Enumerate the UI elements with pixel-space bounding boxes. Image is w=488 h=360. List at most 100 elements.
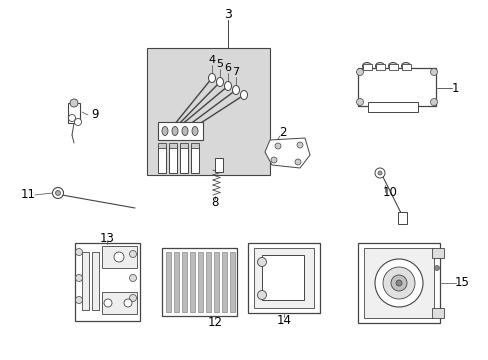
Bar (68, 103, 80, 123)
Circle shape (104, 299, 112, 307)
Bar (253, 248, 313, 308)
Text: 3: 3 (224, 9, 231, 22)
Ellipse shape (208, 73, 215, 82)
Circle shape (257, 291, 266, 300)
Bar (165, 252, 171, 312)
Bar (82, 252, 89, 310)
Text: 4: 4 (208, 55, 215, 65)
Circle shape (395, 280, 401, 286)
Bar (75, 243, 140, 321)
Circle shape (75, 248, 82, 256)
Ellipse shape (216, 77, 223, 86)
Bar (397, 212, 406, 224)
Ellipse shape (224, 81, 231, 90)
Circle shape (75, 297, 82, 303)
Bar (162, 248, 237, 316)
Ellipse shape (387, 63, 397, 69)
Circle shape (294, 159, 301, 165)
Text: 12: 12 (207, 315, 222, 328)
Bar (431, 308, 443, 318)
Circle shape (377, 171, 381, 175)
Bar (375, 64, 384, 70)
Bar (367, 102, 417, 112)
Bar (247, 243, 319, 313)
Circle shape (52, 188, 63, 198)
Bar (174, 252, 179, 312)
Text: 15: 15 (454, 276, 468, 289)
Text: 9: 9 (91, 108, 99, 122)
Circle shape (74, 118, 81, 126)
Bar (431, 248, 443, 258)
Circle shape (55, 190, 61, 195)
Bar (102, 292, 137, 314)
Circle shape (70, 99, 78, 107)
Circle shape (129, 251, 136, 257)
Ellipse shape (375, 63, 384, 69)
Polygon shape (147, 48, 269, 175)
Text: 11: 11 (20, 189, 36, 202)
Text: 6: 6 (224, 63, 231, 73)
Bar (180, 145, 187, 173)
Circle shape (374, 259, 422, 307)
Circle shape (257, 257, 266, 266)
Circle shape (129, 294, 136, 302)
Bar (169, 145, 177, 173)
Polygon shape (264, 138, 309, 168)
Bar (222, 252, 226, 312)
Bar (191, 145, 199, 173)
Ellipse shape (172, 126, 178, 135)
Circle shape (434, 266, 439, 270)
Circle shape (129, 274, 136, 282)
Bar (92, 252, 99, 310)
Circle shape (429, 68, 437, 76)
Text: 8: 8 (211, 195, 218, 208)
Circle shape (270, 157, 276, 163)
Ellipse shape (162, 126, 168, 135)
Bar (362, 64, 371, 70)
Circle shape (429, 99, 437, 105)
Bar (169, 143, 177, 148)
Bar (215, 158, 223, 172)
Bar (229, 252, 235, 312)
Bar (180, 143, 187, 148)
Bar (205, 252, 210, 312)
Circle shape (382, 267, 414, 299)
Ellipse shape (232, 85, 239, 94)
Circle shape (390, 275, 406, 291)
Bar (182, 252, 186, 312)
Text: 1: 1 (450, 81, 458, 94)
Bar (363, 248, 433, 318)
Ellipse shape (182, 126, 187, 135)
Circle shape (274, 143, 281, 149)
Bar (388, 64, 397, 70)
Bar (401, 64, 410, 70)
Bar (198, 252, 203, 312)
Bar (158, 122, 203, 140)
Text: 2: 2 (279, 126, 286, 139)
Ellipse shape (401, 63, 409, 69)
Circle shape (374, 168, 384, 178)
Bar (102, 246, 137, 268)
Bar (357, 68, 435, 106)
Bar (191, 143, 199, 148)
Circle shape (68, 114, 75, 122)
Ellipse shape (240, 90, 247, 99)
Circle shape (356, 99, 363, 105)
Circle shape (75, 274, 82, 282)
Bar (262, 255, 304, 300)
Bar (158, 143, 165, 148)
Bar (158, 145, 165, 173)
Text: 5: 5 (216, 59, 223, 69)
Circle shape (356, 68, 363, 76)
Ellipse shape (192, 126, 198, 135)
Circle shape (124, 299, 132, 307)
Bar (214, 252, 219, 312)
Bar (357, 243, 439, 323)
Text: 13: 13 (100, 231, 114, 244)
Ellipse shape (362, 63, 371, 69)
Bar (190, 252, 195, 312)
Circle shape (296, 142, 303, 148)
Circle shape (114, 252, 124, 262)
Text: 10: 10 (382, 185, 397, 198)
Text: 14: 14 (276, 314, 291, 327)
